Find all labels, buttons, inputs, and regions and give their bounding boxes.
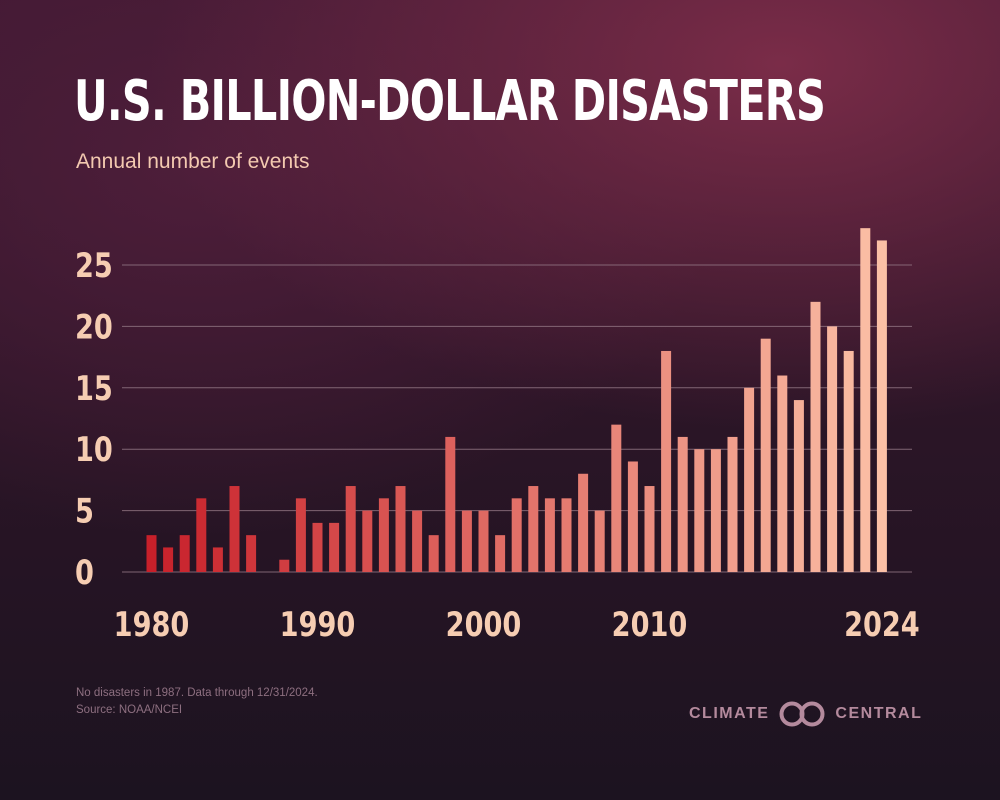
bar-2023 xyxy=(860,228,871,572)
bar-2020 xyxy=(810,301,821,572)
y-tick-label: 10 xyxy=(75,430,113,470)
footnote-note: No disasters in 1987. Data through 12/31… xyxy=(76,687,318,699)
bar-2017 xyxy=(760,338,771,572)
bar-2004 xyxy=(544,498,555,572)
bar-2007 xyxy=(594,510,605,572)
bar-1985 xyxy=(229,486,240,572)
interlocking-rings-icon xyxy=(779,701,825,727)
bar-2001 xyxy=(495,535,506,572)
bar-1997 xyxy=(428,535,439,572)
bar-2016 xyxy=(744,387,755,572)
bar-2003 xyxy=(528,486,539,572)
x-tick-label: 1980 xyxy=(114,605,190,645)
bar-2013 xyxy=(694,449,705,572)
y-tick-label: 20 xyxy=(75,307,113,347)
bar-2022 xyxy=(843,350,854,572)
bar-1981 xyxy=(163,547,174,572)
bar-1999 xyxy=(461,510,472,572)
y-tick-label: 15 xyxy=(75,369,113,409)
y-axis-ticks: 0 5 10 15 20 25 xyxy=(75,246,113,593)
logo-text-right: CENTRAL xyxy=(835,705,923,722)
bar-2015 xyxy=(727,436,738,572)
bar-1984 xyxy=(212,547,223,572)
logo-text-left: CLIMATE xyxy=(689,705,770,722)
bar-1982 xyxy=(179,535,190,572)
bar-1996 xyxy=(412,510,423,572)
bar-2012 xyxy=(677,436,688,572)
bar-1992 xyxy=(345,486,356,572)
bar-1995 xyxy=(395,486,406,572)
bar-1998 xyxy=(445,436,456,572)
footnote-source: Source: NOAA/NCEI xyxy=(76,704,183,716)
bar-2002 xyxy=(511,498,522,572)
bar-2021 xyxy=(827,326,838,572)
bar-1994 xyxy=(378,498,389,572)
bar-2019 xyxy=(793,400,804,572)
climate-central-logo: CLIMATE CENTRAL xyxy=(689,700,922,728)
x-axis-ticks: 1980 1990 2000 2010 2024 xyxy=(114,605,920,645)
bar-2005 xyxy=(561,498,572,572)
bar-2008 xyxy=(611,424,622,572)
x-tick-label: 2000 xyxy=(446,605,522,645)
bar-1980 xyxy=(146,535,157,572)
bar-2018 xyxy=(777,375,788,572)
bar-2011 xyxy=(661,350,672,572)
footnote: No disasters in 1987. Data through 12/31… xyxy=(76,685,318,719)
bar-1988 xyxy=(279,559,290,572)
y-tick-label: 25 xyxy=(75,246,113,286)
bar-1993 xyxy=(362,510,373,572)
x-tick-label: 2024 xyxy=(844,605,920,645)
bar-2014 xyxy=(710,449,721,572)
x-tick-label: 1990 xyxy=(280,605,356,645)
page-subtitle: Annual number of events xyxy=(76,150,310,173)
page-title: U.S. BILLION-DOLLAR DISASTERS xyxy=(74,69,826,134)
bars xyxy=(146,228,887,572)
y-tick-label: 0 xyxy=(75,553,94,593)
bar-1986 xyxy=(246,535,257,572)
bar-2024 xyxy=(876,240,887,572)
bar-2006 xyxy=(578,473,589,572)
bar-1990 xyxy=(312,522,323,572)
bar-2000 xyxy=(478,510,489,572)
bar-1991 xyxy=(329,522,340,572)
bar-1989 xyxy=(295,498,306,572)
bar-2010 xyxy=(644,486,655,572)
bar-1983 xyxy=(196,498,207,572)
x-tick-label: 2010 xyxy=(612,605,688,645)
bar-2009 xyxy=(627,461,638,572)
y-tick-label: 5 xyxy=(75,492,94,532)
